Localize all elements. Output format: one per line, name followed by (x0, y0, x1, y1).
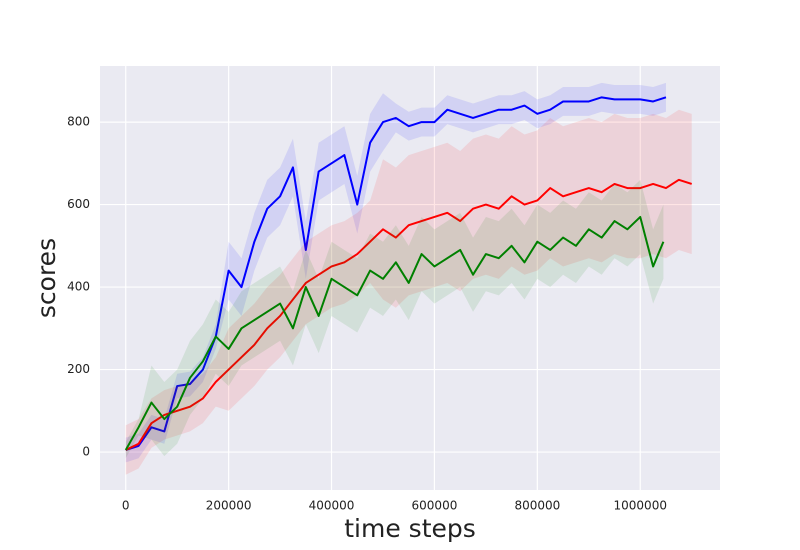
y-tick-label: 800 (67, 115, 90, 129)
y-tick-label: 0 (82, 445, 90, 459)
x-tick-label: 1000000 (614, 499, 667, 513)
x-tick-label: 600000 (412, 499, 458, 513)
y-axis-label: scores (32, 238, 61, 318)
x-tick-label: 200000 (206, 499, 252, 513)
confidence-band (125, 82, 666, 463)
line (124, 215, 665, 451)
x-axis-label: time steps (344, 514, 476, 543)
line (125, 178, 693, 451)
x-tick-label: 400000 (309, 499, 355, 513)
y-tick-label: 600 (67, 197, 90, 211)
x-tick-label: 0 (122, 499, 130, 513)
y-tick-label: 400 (67, 280, 90, 294)
y-tick-label: 200 (67, 362, 90, 376)
confidence-band (125, 109, 692, 475)
confidence-band (125, 179, 664, 459)
x-tick-label: 800000 (514, 499, 560, 513)
